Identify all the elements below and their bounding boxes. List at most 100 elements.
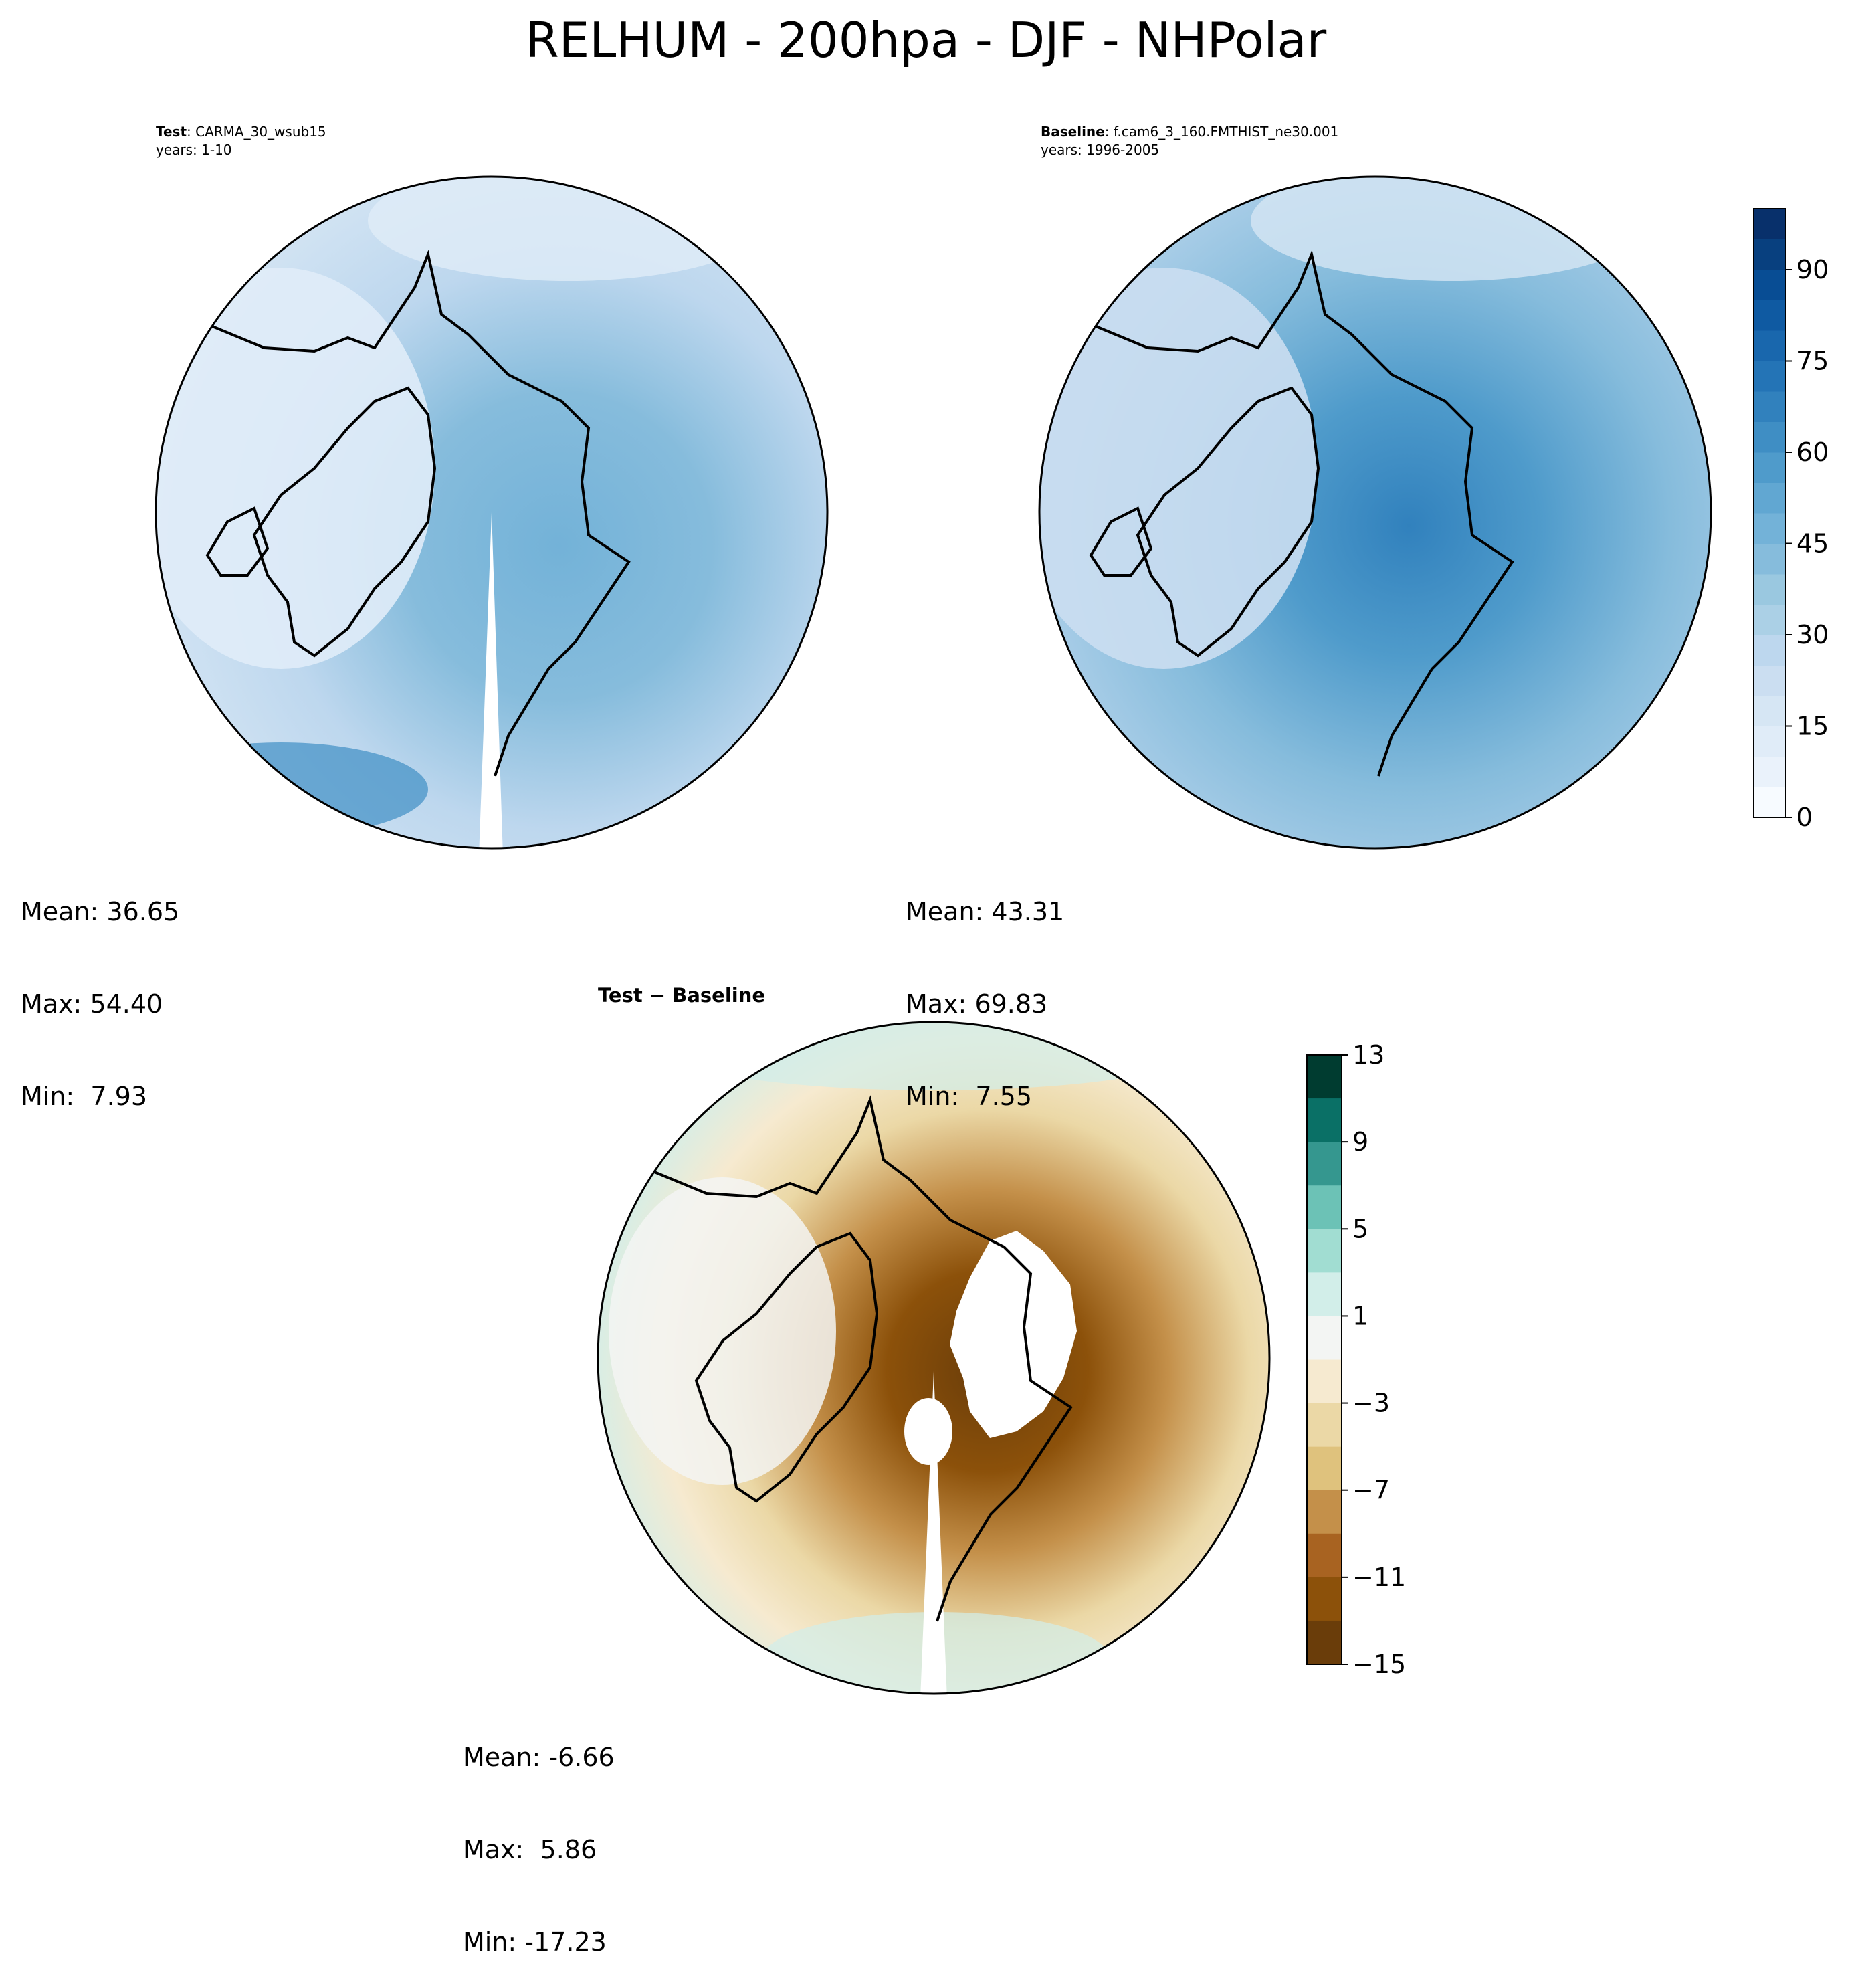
relhum-colorbar-swatch [1754, 482, 1786, 514]
diff-colorbar-tick-label: 9 [1352, 1127, 1368, 1157]
diff-positive-region [653, 1022, 1215, 1090]
diff-panel-label: Test − Baseline [598, 984, 766, 1007]
diff-colorbar-swatch [1307, 1142, 1342, 1186]
relhum-colorbar-swatch [1754, 300, 1786, 331]
relhum-colorbar-swatch [1754, 665, 1786, 696]
test-coastline [210, 250, 631, 777]
diff-colorbar-tick-label: −3 [1352, 1389, 1390, 1418]
diff-colorbar-tick-label: −11 [1352, 1563, 1406, 1592]
figure-canvas: 0 15 30 45 60 75 90 13 9 5 1 −3 −7 −11 −15 [155, 175, 1829, 1695]
test-low-region [368, 177, 769, 281]
baseline-label-bold: Baseline [1041, 124, 1105, 140]
diff-map-border [597, 1021, 1271, 1695]
relhum-colorbar-swatch [1754, 391, 1786, 422]
relhum-colorbar-swatch [1754, 543, 1786, 575]
relhum-colorbar-swatch [1754, 209, 1786, 239]
relhum-colorbar-swatch [1754, 239, 1786, 270]
relhum-colorbar-swatch [1754, 726, 1786, 757]
diff-colorbar-swatch [1307, 1533, 1342, 1578]
relhum-colorbar-swatch [1754, 513, 1786, 544]
diff-colorbar-swatch [1307, 1185, 1342, 1229]
test-high-region [156, 742, 428, 836]
relhum-colorbar-swatch [1754, 757, 1786, 787]
test-label-bold: Test [156, 124, 187, 140]
baseline-min: Min: 7.55 [906, 1082, 1032, 1111]
baseline-stats: Mean: 43.31 Max: 69.83 Min: 7.55 [906, 835, 1064, 1142]
baseline-mean: Mean: 43.31 [906, 897, 1065, 926]
diff-colorbar-tick-label: 1 [1352, 1301, 1368, 1330]
diff-missing-region [904, 1398, 952, 1465]
diff-colorbar-tick-label: −7 [1352, 1476, 1390, 1505]
test-min: Min: 7.93 [21, 1082, 147, 1111]
diff-colorbar-swatch [1307, 1359, 1342, 1404]
relhum-colorbar-tick-label: 90 [1796, 255, 1829, 284]
figure-title: RELHUM - 200hpa - DJF - NHPolar [525, 12, 1327, 68]
test-mean: Mean: 36.65 [21, 897, 180, 926]
test-max: Max: 54.40 [21, 989, 163, 1019]
relhum-colorbar-tick-label: 45 [1796, 529, 1829, 559]
test-low-region [156, 268, 435, 669]
test-years: years: 1-10 [156, 142, 232, 158]
diff-mean: Mean: -6.66 [463, 1743, 615, 1772]
relhum-colorbar-swatch [1754, 452, 1786, 483]
diff-colorbar-swatch [1307, 1098, 1342, 1142]
diff-colorbar-tick-label: −15 [1352, 1650, 1406, 1679]
baseline-low-region [1251, 177, 1652, 281]
relhum-colorbar-swatch [1754, 361, 1786, 392]
diff-near-zero-region [609, 1177, 836, 1485]
test-coastline [252, 386, 437, 658]
relhum-colorbar-swatch [1754, 270, 1786, 300]
diff-max: Max: 5.86 [463, 1835, 597, 1864]
diff-colorbar-swatch [1307, 1055, 1342, 1099]
diff-colorbar-swatch [1307, 1577, 1342, 1621]
diff-colorbar-swatch [1307, 1490, 1342, 1534]
relhum-colorbar-swatch [1754, 696, 1786, 726]
diff-colorbar-swatch [1307, 1316, 1342, 1360]
relhum-colorbar-tick-label: 30 [1796, 620, 1829, 650]
relhum-colorbar: 0 15 30 45 60 75 90 [1753, 208, 1829, 832]
baseline-map [1038, 175, 1712, 850]
relhum-colorbar-tick-label: 60 [1796, 437, 1829, 467]
baseline-coastline [1136, 386, 1320, 658]
diff-missing-region [950, 1231, 1077, 1438]
diff-colorbar-swatch [1307, 1446, 1342, 1491]
diff-label: Test − Baseline [598, 984, 766, 1007]
baseline-low-region [1039, 268, 1318, 669]
relhum-colorbar-swatch [1754, 421, 1786, 453]
diff-colorbar-swatch [1307, 1272, 1342, 1316]
relhum-colorbar-swatch [1754, 787, 1786, 818]
diff-colorbar-frame [1306, 1054, 1342, 1665]
diff-map [597, 1021, 1271, 1695]
baseline-max: Max: 69.83 [906, 989, 1048, 1019]
diff-colorbar-swatch [1307, 1620, 1342, 1665]
diff-coastline [652, 1095, 1073, 1622]
baseline-coastline [1094, 250, 1514, 777]
test-map [155, 175, 829, 850]
baseline-panel-label: Baseline: f.cam6_3_160.FMTHIST_ne30.001 … [1041, 123, 1338, 159]
relhum-colorbar-tick-label: 75 [1796, 346, 1829, 376]
diff-min: Min: -17.23 [463, 1927, 607, 1957]
diff-colorbar-swatch [1307, 1403, 1342, 1448]
test-panel-label: Test: CARMA_30_wsub15 years: 1-10 [156, 123, 326, 159]
baseline-coastline [1089, 506, 1153, 577]
relhum-colorbar-swatch [1754, 635, 1786, 666]
test-coastline [205, 506, 270, 577]
baseline-map-border [1038, 175, 1712, 850]
diff-colorbar-tick-label: 5 [1352, 1214, 1368, 1244]
relhum-colorbar-swatch [1754, 604, 1786, 635]
test-label-text: : CARMA_30_wsub15 [187, 124, 326, 140]
test-stats: Mean: 36.65 Max: 54.40 Min: 7.93 [21, 835, 179, 1142]
relhum-colorbar-frame [1753, 208, 1786, 818]
diff-colorbar: 13 9 5 1 −3 −7 −11 −15 [1306, 1040, 1406, 1679]
diff-colorbar-swatch [1307, 1229, 1342, 1273]
diff-missing-wedge [920, 1371, 947, 1694]
baseline-years: years: 1996-2005 [1041, 142, 1160, 158]
relhum-colorbar-tick-label: 0 [1796, 803, 1813, 832]
relhum-colorbar-swatch [1754, 330, 1786, 361]
baseline-label-text: : f.cam6_3_160.FMTHIST_ne30.001 [1104, 124, 1339, 140]
diff-coastline [694, 1231, 879, 1503]
relhum-colorbar-swatch [1754, 574, 1786, 605]
relhum-colorbar-tick-label: 15 [1796, 712, 1829, 741]
diff-colorbar-tick-label: 13 [1352, 1040, 1384, 1070]
diff-stats: Mean: -6.66 Max: 5.86 Min: -17.23 [463, 1680, 615, 1988]
